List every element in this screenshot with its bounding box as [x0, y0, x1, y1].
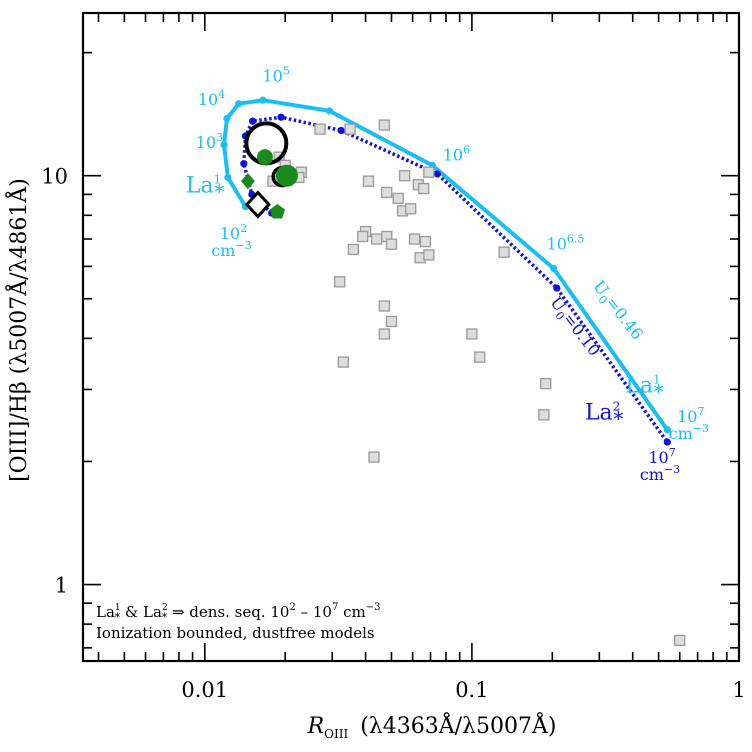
la1-density-label: 106.5	[547, 232, 585, 253]
green-pentagon-marker	[269, 204, 285, 219]
observed-point	[385, 238, 398, 250]
y-tick-label: 1	[55, 574, 68, 598]
la2-density-point	[240, 160, 248, 168]
la1-curve-label: La1*	[186, 172, 224, 203]
la2-density-label: 107	[648, 446, 675, 467]
footnote-line-1: La1 * & La2 * ⇒ dens. seq. 102 – 107 cm−3	[96, 602, 380, 624]
observed-point	[347, 243, 360, 256]
observed-point	[378, 300, 390, 312]
la1-density-point	[224, 173, 232, 182]
la1-density-label: 104	[198, 88, 225, 109]
la2-density-point	[663, 438, 671, 446]
la1-density-label: 102	[220, 222, 247, 243]
curve-labels: 102cm−3103104105106106.5107cm−3107cm−3La…	[186, 64, 709, 484]
series-line-la1	[222, 98, 669, 431]
observed-point	[474, 351, 486, 363]
observed-point	[344, 123, 356, 135]
observed-point	[357, 230, 369, 243]
la1-density-label: 107	[677, 405, 704, 426]
observed-point	[405, 203, 417, 215]
observed-point	[419, 235, 432, 248]
la1-density-point	[220, 141, 228, 149]
la1-density-label: 103	[196, 131, 223, 152]
observed-point	[334, 276, 346, 288]
green-circle-large-marker	[275, 164, 298, 187]
la1-density-point	[325, 107, 334, 115]
observed-point	[674, 634, 686, 647]
la1-density-label: 106	[443, 143, 470, 164]
observed-point	[398, 170, 411, 182]
y-axis-label: [OIII]/Hβ (λ5007Å/λ4861Å)	[4, 178, 32, 482]
la1-curve-label-right: La1*	[625, 372, 663, 403]
observed-point	[337, 356, 349, 368]
y-tick-label: 10	[41, 165, 68, 189]
observed-point	[423, 166, 435, 178]
green-circle-marker	[256, 149, 273, 166]
observed-point	[314, 123, 326, 135]
la1-density-label-unit: cm−3	[669, 422, 709, 443]
la2-density-point	[337, 126, 345, 135]
highlighted-markers	[240, 121, 298, 219]
footnote-line-2: Ionization bounded, dustfree models	[96, 624, 375, 642]
tick-labels: 0.01 0.1 1 1 10	[41, 165, 745, 702]
la2-density-point	[433, 170, 442, 178]
open-diamond-marker	[244, 190, 271, 219]
x-axis-label-rest: (λ4363Å/λ5007Å)	[360, 711, 556, 739]
observed-point	[371, 233, 383, 245]
observed-point	[540, 377, 552, 390]
la1-density-label-unit: cm−3	[211, 239, 251, 260]
observed-point	[385, 315, 398, 328]
la2-density-label-unit: cm−3	[640, 463, 680, 484]
footnote: La1 * & La2 * ⇒ dens. seq. 102 – 107 cm−3 …	[96, 602, 380, 642]
la1-density-point	[663, 426, 671, 434]
observed-point	[466, 328, 478, 340]
axis-ticks	[83, 13, 740, 661]
series-line-la2	[242, 115, 669, 444]
observed-point	[392, 192, 404, 205]
observed-point	[378, 119, 390, 131]
x-axis-label: ROIII (λ4363Å/λ5007Å)	[307, 711, 557, 741]
x-axis-label-r: R	[307, 714, 325, 739]
x-tick-label: 1	[732, 678, 745, 702]
observed-point	[362, 175, 375, 187]
la2-density-point	[553, 284, 561, 292]
la1-density-label: 105	[262, 64, 289, 85]
x-tick-label: 0.01	[181, 678, 228, 702]
la2-curve-label: La2*	[585, 400, 623, 431]
la1-density-point	[259, 96, 267, 104]
green-diamond-marker	[240, 173, 255, 190]
la1-density-point	[223, 114, 231, 123]
observed-point	[408, 233, 421, 245]
observed-point	[418, 182, 430, 195]
la1-density-point	[235, 100, 243, 108]
observed-point	[423, 249, 435, 261]
observed-point	[378, 328, 390, 340]
la2-density-point	[248, 117, 257, 125]
la1-density-point	[550, 264, 558, 273]
observed-point	[368, 451, 380, 463]
observed-point	[538, 409, 550, 421]
observed-point	[498, 246, 510, 258]
x-tick-label: 0.1	[455, 678, 488, 702]
x-axis-label-sub: OIII	[324, 727, 348, 741]
plot-frame	[81, 11, 741, 663]
la2-density-point	[277, 113, 285, 121]
observed-point	[381, 186, 393, 199]
